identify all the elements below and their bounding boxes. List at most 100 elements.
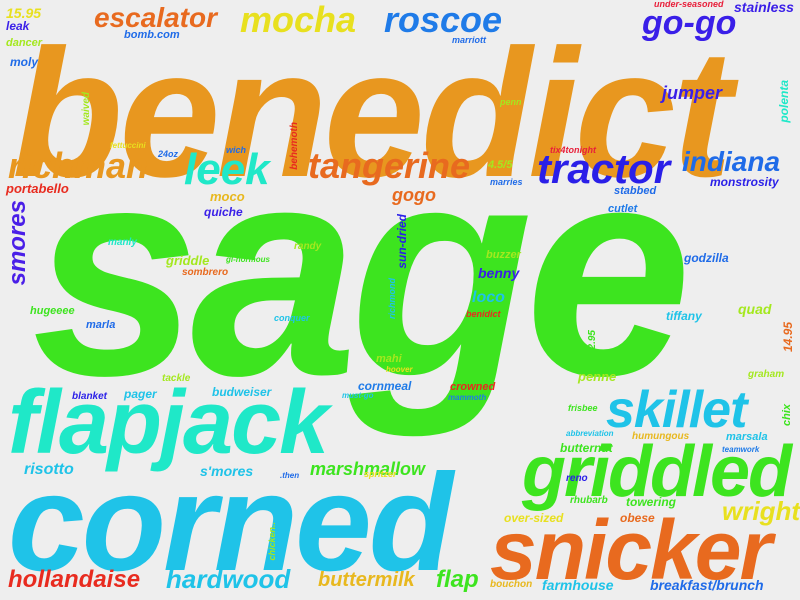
word-14-95: 14.95: [781, 322, 795, 353]
word-farmhouse: farmhouse: [542, 577, 614, 593]
word-hoover: hoover: [386, 365, 413, 374]
word-hugeeee: hugeeee: [30, 305, 75, 317]
word-marries: marries: [490, 177, 523, 187]
word-marriott: marriott: [452, 35, 487, 45]
word-penn: penn: [500, 97, 522, 107]
word-bomb-com: bomb.com: [124, 29, 180, 41]
word-loco: loco: [472, 289, 505, 306]
word-risotto: risotto: [24, 461, 74, 478]
word-flap: flap: [436, 566, 479, 593]
word-quad: quad: [738, 301, 772, 317]
word-sun-dried: sun-dried: [395, 214, 409, 269]
word-fettuccini: fettuccini: [110, 141, 146, 150]
word-tackle: tackle: [162, 373, 191, 384]
word-24oz: 24oz: [158, 149, 179, 159]
word-must-go: must-go: [342, 391, 374, 400]
word-marsala: marsala: [726, 431, 768, 443]
word-benny: benny: [478, 265, 520, 281]
word-conquer: conquer: [274, 313, 310, 323]
word-breakfast-brunch: breakfast/brunch: [650, 577, 764, 593]
word-towering: towering: [626, 495, 676, 509]
word-stainless: stainless: [734, 0, 794, 15]
word-smores: smores: [4, 200, 31, 286]
word-benedict: benedict: [12, 11, 732, 215]
word-obese: obese: [620, 511, 655, 525]
word-tangerine: tangerine: [308, 145, 471, 186]
word-rhubarb: rhubarb: [570, 495, 608, 506]
word-skillet: skillet: [606, 381, 747, 439]
word-griddle: griddle: [166, 253, 210, 268]
word-stabbed: stabbed: [614, 185, 657, 197]
word-manly: manly: [108, 237, 137, 248]
word-indiana: indiana: [682, 146, 781, 177]
word-chicken: chicken..: [267, 522, 277, 561]
word-humungous: humungous: [632, 431, 690, 442]
word-reno: reno: [566, 473, 588, 484]
word-godzilla: godzilla: [684, 251, 729, 265]
word-moco: moco: [210, 189, 245, 204]
word-teamwork: teamwork: [722, 445, 760, 454]
word-behemoth: behemoth: [289, 122, 300, 170]
word-butternut: butternut: [560, 441, 613, 455]
word-sombrero: sombrero: [182, 267, 229, 278]
word-cutlet: cutlet: [608, 203, 638, 215]
word-graham: graham: [748, 369, 785, 380]
word-bouchon: bouchon: [490, 579, 533, 590]
word-tractor: tractor: [537, 145, 671, 192]
word-escalator: escalator: [94, 2, 217, 33]
word-corned: corned: [8, 446, 453, 600]
word-marshmallow: marshmallow: [310, 459, 426, 479]
word-tiffany: tiffany: [666, 309, 702, 323]
word-gi-normous: gi-normous: [226, 255, 270, 264]
word-roscoe: roscoe: [384, 0, 503, 40]
word-frisbee: frisbee: [568, 403, 598, 413]
word-buttermilk: buttermilk: [318, 569, 415, 591]
word-hardwood: hardwood: [166, 564, 291, 594]
word-abbreviation: abbreviation: [566, 429, 614, 438]
word-quiche: quiche: [204, 205, 243, 219]
word-randy: randy: [294, 241, 322, 252]
word-mammoth: mammoth: [448, 393, 487, 402]
word-dancer: dancer: [6, 37, 43, 49]
word-polenta: polenta: [777, 80, 791, 123]
word-2-95: 2.95: [587, 330, 598, 350]
word-go-go: go-go: [642, 4, 737, 42]
word-snicker: snicker: [490, 503, 772, 597]
word-leak: leak: [6, 19, 30, 33]
word-tix4tonight: tix4tonight: [550, 145, 596, 155]
word-leek: leek: [184, 145, 270, 194]
word-monstrosity: monstrosity: [710, 175, 779, 189]
word-4-5-5: 4.5/5: [488, 159, 513, 171]
word-s-mores: s'mores: [200, 463, 254, 479]
word-pager: pager: [124, 387, 157, 401]
word-sage: sage: [32, 102, 692, 438]
word-richmond: richmond: [387, 278, 397, 320]
word-chix: chix: [781, 404, 793, 427]
word-portabello: portabello: [6, 181, 69, 196]
word-moly: moly: [10, 55, 39, 69]
word-richman: richman: [8, 145, 149, 186]
word-mocha: mocha: [240, 0, 357, 40]
word-benidict: benidict: [466, 309, 501, 319]
word-spritzer: spritzer: [364, 469, 397, 479]
word-then: .then: [280, 471, 300, 480]
word-15-95: 15.95: [6, 5, 42, 21]
word-cornmeal: cornmeal: [358, 379, 412, 393]
word-penne: penne: [578, 369, 617, 384]
word-wright: wright: [722, 496, 800, 526]
word-over-sized: over-sized: [504, 511, 564, 525]
word-crowned: crowned: [450, 381, 496, 393]
word-blanket: blanket: [72, 391, 108, 402]
word-buzzer: buzzer: [486, 249, 521, 261]
word-jumper: jumper: [662, 83, 723, 103]
word-griddled: griddled: [522, 432, 792, 512]
word-marla: marla: [86, 319, 116, 331]
word-mahi: mahi: [376, 353, 402, 365]
word-budweiser: budweiser: [212, 385, 272, 399]
word-gogo: gogo: [392, 185, 436, 205]
word-wich: wich: [226, 145, 247, 155]
word-waived: waived: [81, 92, 92, 126]
word-hollandaise: hollandaise: [8, 566, 141, 593]
word-flapjack: flapjack: [8, 373, 329, 473]
